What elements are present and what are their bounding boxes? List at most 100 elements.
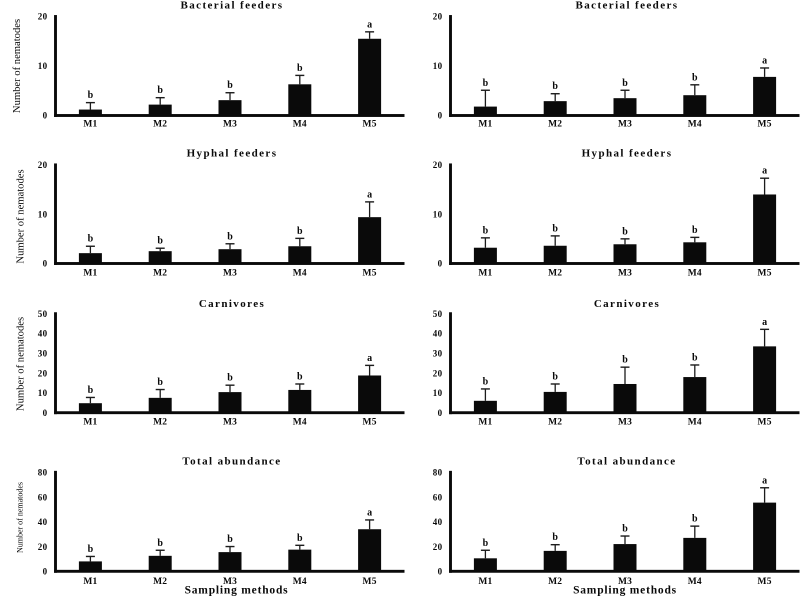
svg-text:b: b [692,352,698,363]
svg-text:0: 0 [43,259,48,269]
svg-text:M5: M5 [758,418,772,428]
svg-text:80: 80 [433,468,443,478]
svg-text:b: b [622,524,628,535]
svg-text:a: a [367,507,372,518]
svg-text:M3: M3 [618,418,632,428]
svg-text:a: a [762,166,767,177]
svg-text:40: 40 [38,517,48,527]
svg-text:M2: M2 [153,269,167,279]
svg-text:b: b [483,376,489,387]
svg-text:b: b [88,385,94,396]
svg-text:M5: M5 [758,269,772,279]
svg-text:M1: M1 [478,269,492,279]
svg-text:M4: M4 [293,120,307,130]
svg-text:0: 0 [438,259,443,269]
svg-text:b: b [227,373,233,384]
svg-text:M4: M4 [293,269,307,279]
svg-text:10: 10 [38,209,48,219]
svg-text:M1: M1 [478,418,492,428]
svg-text:M4: M4 [688,269,702,279]
svg-text:10: 10 [433,388,443,398]
svg-text:b: b [552,532,558,543]
svg-text:b: b [227,80,233,91]
svg-text:Total abundance: Total abundance [577,456,676,468]
svg-text:20: 20 [433,542,443,552]
svg-text:b: b [483,78,489,89]
svg-text:10: 10 [433,209,443,219]
svg-text:M1: M1 [83,577,97,587]
svg-text:M5: M5 [758,577,772,587]
svg-text:20: 20 [433,12,443,22]
svg-text:b: b [88,544,94,555]
svg-text:20: 20 [38,160,48,170]
svg-text:M3: M3 [223,577,237,587]
svg-text:b: b [483,225,489,236]
svg-text:a: a [762,55,767,66]
svg-text:M1: M1 [478,120,492,130]
svg-text:Bacterial feeders: Bacterial feeders [181,0,284,12]
svg-text:M5: M5 [758,120,772,130]
svg-text:M2: M2 [548,120,562,130]
svg-text:Carnivores: Carnivores [594,298,660,310]
svg-text:M2: M2 [548,577,562,587]
svg-text:a: a [367,189,372,200]
svg-text:M3: M3 [223,120,237,130]
svg-text:b: b [227,534,233,545]
svg-text:0: 0 [43,111,48,121]
svg-text:b: b [157,377,163,388]
svg-text:Number of nematodes: Number of nematodes [15,169,26,263]
svg-text:M4: M4 [293,418,307,428]
svg-text:Number of nematodes: Number of nematodes [15,482,24,553]
svg-text:b: b [622,355,628,366]
svg-text:40: 40 [433,329,443,339]
svg-text:20: 20 [38,542,48,552]
svg-text:0: 0 [438,111,443,121]
svg-text:60: 60 [38,492,48,502]
svg-text:b: b [88,90,94,101]
svg-text:M1: M1 [83,269,97,279]
svg-text:20: 20 [433,160,443,170]
svg-text:0: 0 [438,567,443,577]
svg-text:b: b [297,226,303,237]
svg-text:50: 50 [38,309,48,319]
svg-text:10: 10 [38,61,48,71]
svg-text:M5: M5 [363,577,377,587]
svg-text:a: a [762,475,767,486]
svg-text:Bacterial feeders: Bacterial feeders [576,0,679,12]
svg-text:60: 60 [433,492,443,502]
svg-text:M2: M2 [153,418,167,428]
svg-text:10: 10 [38,388,48,398]
svg-text:M2: M2 [548,269,562,279]
svg-text:M3: M3 [618,269,632,279]
svg-text:b: b [692,514,698,525]
svg-text:b: b [483,538,489,549]
svg-text:b: b [552,371,558,382]
svg-text:Number of nematodes: Number of nematodes [15,317,26,411]
svg-text:M2: M2 [153,120,167,130]
svg-text:M4: M4 [688,418,702,428]
svg-text:30: 30 [433,349,443,359]
svg-text:M5: M5 [363,269,377,279]
svg-text:M1: M1 [83,120,97,130]
svg-text:M3: M3 [618,120,632,130]
svg-text:Hyphal feeders: Hyphal feeders [582,148,673,160]
svg-text:20: 20 [38,368,48,378]
svg-text:80: 80 [38,468,48,478]
svg-text:M5: M5 [363,120,377,130]
svg-text:M3: M3 [618,577,632,587]
svg-text:b: b [297,371,303,382]
svg-text:20: 20 [433,368,443,378]
svg-text:a: a [367,353,372,364]
svg-text:Carnivores: Carnivores [199,298,265,310]
svg-text:M2: M2 [153,577,167,587]
svg-text:0: 0 [43,408,48,418]
svg-text:b: b [552,81,558,92]
svg-text:b: b [297,63,303,74]
svg-text:Number of nematodes: Number of nematodes [12,19,23,113]
svg-text:Total abundance: Total abundance [182,456,281,468]
svg-text:b: b [692,72,698,83]
svg-text:b: b [157,85,163,96]
svg-text:b: b [157,538,163,549]
svg-text:0: 0 [43,567,48,577]
svg-text:a: a [367,19,372,30]
